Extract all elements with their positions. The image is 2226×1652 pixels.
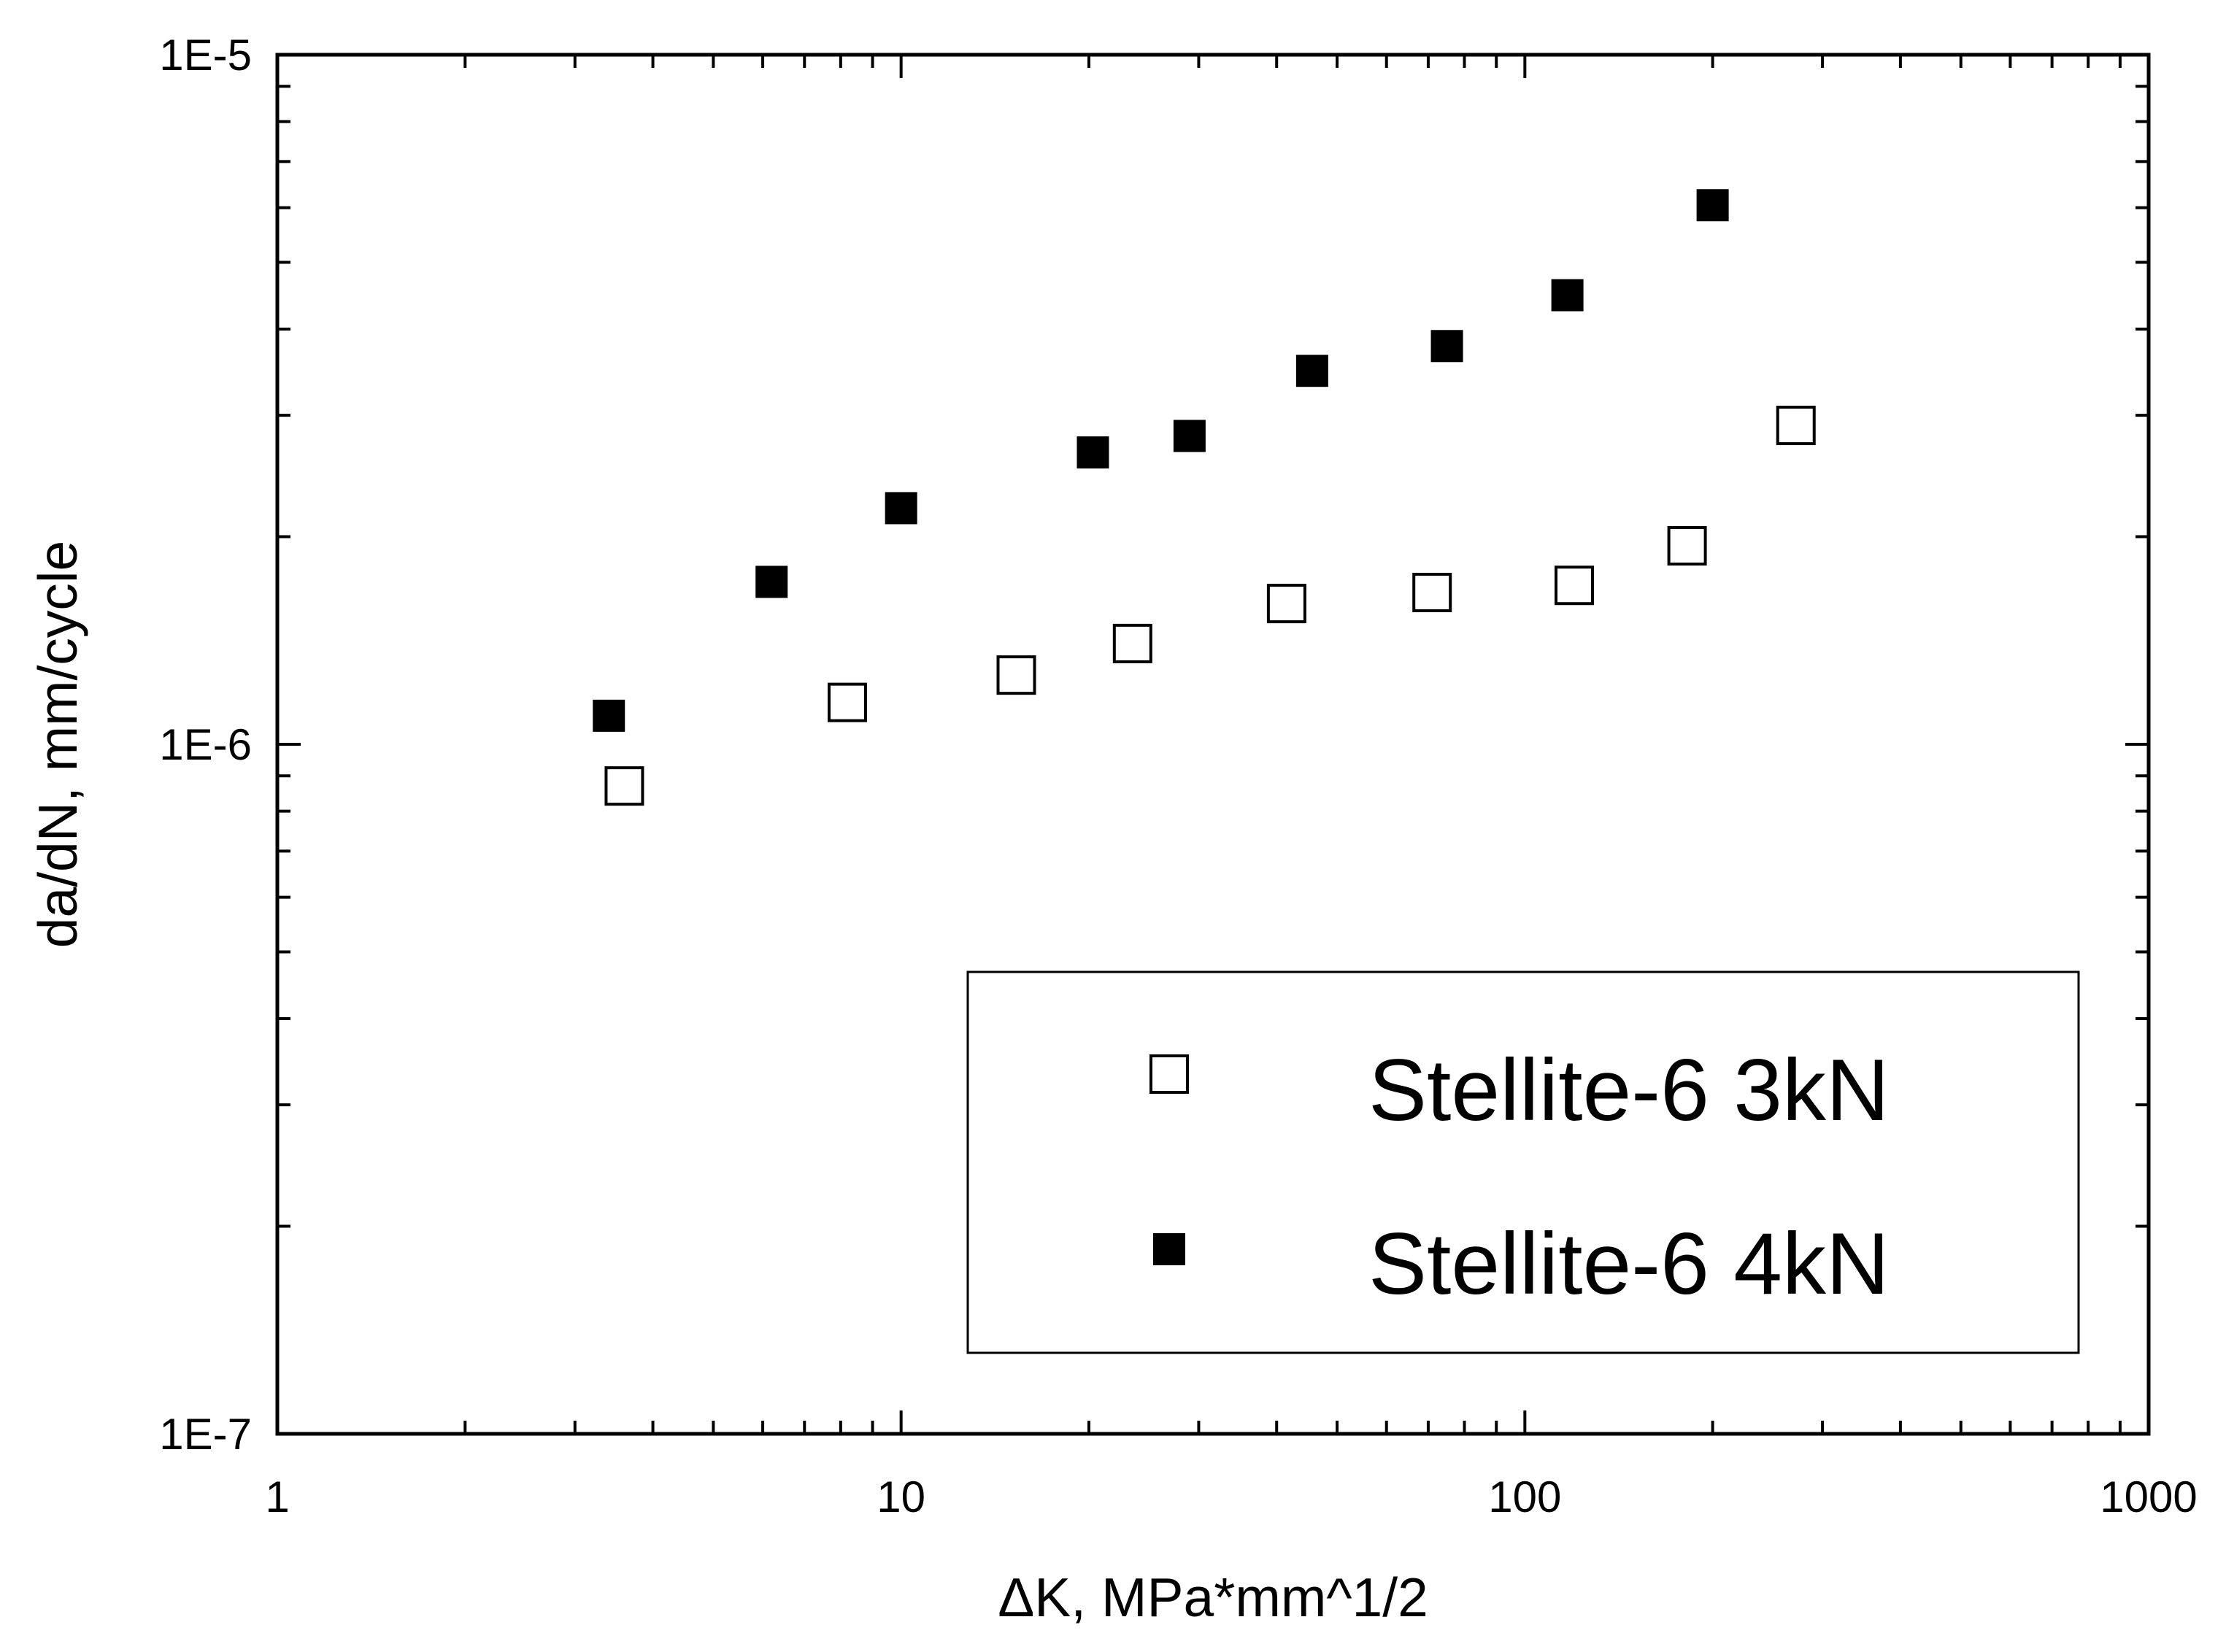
x-tick-label: 1000: [2100, 1472, 2197, 1521]
data-points: [593, 189, 1816, 806]
y-tick-label: 1E-6: [159, 720, 252, 769]
point-3kn: [1555, 566, 1595, 606]
x-tick-label: 10: [877, 1472, 925, 1521]
legend-marker-3kn: [1149, 1054, 1189, 1094]
point-4kn: [1173, 420, 1206, 452]
y-tick-label: 1E-5: [159, 31, 252, 80]
x-axis-title: ΔK, MPa*mm^1/2: [998, 1567, 1428, 1628]
point-3kn: [828, 682, 868, 722]
point-4kn: [1551, 279, 1584, 312]
point-4kn: [1295, 355, 1328, 387]
point-3kn: [604, 766, 644, 806]
point-3kn: [1667, 526, 1707, 566]
point-4kn: [1077, 436, 1109, 469]
y-tick-label: 1E-7: [159, 1410, 252, 1459]
x-tick-label: 100: [1488, 1472, 1561, 1521]
legend: Stellite-6 3kN Stellite-6 4kN: [966, 970, 2080, 1354]
x-axis-tick-labels: 1 10 100 1000: [265, 1472, 2197, 1521]
point-3kn: [1112, 623, 1152, 663]
legend-label-3kn: Stellite-6 3kN: [1368, 1041, 1890, 1139]
point-4kn: [1430, 330, 1463, 363]
legend-box: [966, 970, 2080, 1354]
point-3kn: [1776, 406, 1816, 446]
point-4kn: [885, 492, 917, 525]
point-3kn: [1412, 572, 1452, 612]
x-tick-label: 1: [265, 1472, 289, 1521]
y-axis-title: da/dN, mm/cycle: [27, 541, 88, 948]
point-4kn: [593, 699, 625, 732]
x-axis-ticks: [276, 55, 2122, 1434]
legend-marker-4kn: [1153, 1233, 1185, 1265]
y-axis-tick-labels: 1E-7 1E-6 1E-5: [159, 31, 252, 1459]
point-4kn: [755, 566, 788, 598]
point-3kn: [996, 655, 1036, 695]
point-3kn: [1266, 584, 1306, 624]
point-4kn: [1696, 189, 1729, 222]
y-axis-ticks: [277, 85, 2149, 1435]
legend-label-4kn: Stellite-6 4kN: [1368, 1215, 1890, 1313]
